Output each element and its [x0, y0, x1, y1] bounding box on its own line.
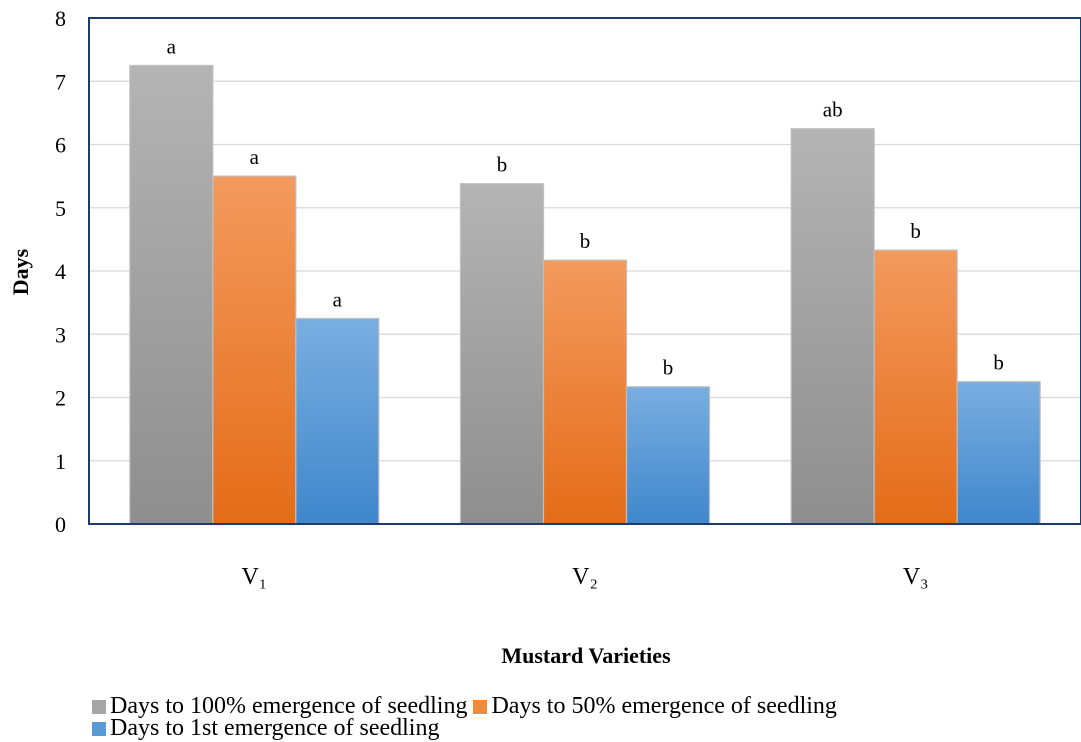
legend-row-2: Days to 1st emergence of seedling — [92, 715, 445, 742]
y-axis-ticks: 0 1 2 3 4 5 6 7 8 — [55, 6, 66, 537]
bar-100pct-0 — [129, 64, 214, 525]
bar-100pct-1 — [459, 183, 545, 525]
y-tick-label: 1 — [55, 449, 66, 474]
x-axis-ticks: V₁ V₂ V₃ — [241, 564, 928, 590]
y-axis-label: Days — [8, 248, 33, 295]
bar-50pct-0 — [212, 175, 297, 525]
data-label: b — [910, 219, 921, 243]
legend-row-1: Days to 100% emergence of seedling Days … — [92, 693, 843, 720]
data-label: b — [497, 153, 508, 177]
bar-100pct-2 — [790, 128, 875, 525]
bar-1st-1 — [625, 386, 711, 525]
legend-swatch-blue — [92, 721, 106, 736]
y-tick-label: 8 — [55, 6, 66, 31]
data-label: a — [250, 145, 260, 169]
legend-swatch-orange — [473, 699, 488, 714]
plot-area-border — [88, 17, 1081, 525]
data-label: b — [993, 351, 1004, 375]
bar-1st-0 — [295, 317, 380, 525]
y-tick-label: 6 — [55, 133, 66, 158]
data-label: a — [167, 34, 177, 58]
data-label: a — [333, 287, 343, 311]
bars — [129, 64, 1041, 525]
x-tick-label: V₂ — [572, 564, 598, 590]
bar-50pct-1 — [542, 259, 628, 525]
y-tick-label: 3 — [55, 322, 66, 347]
legend-label-1st: Days to 1st emergence of seedling — [110, 715, 440, 741]
y-tick-label: 2 — [55, 386, 66, 411]
legend-item-1st: Days to 1st emergence of seedling — [92, 715, 439, 742]
y-tick-label: 4 — [55, 259, 66, 284]
x-tick-label: V₃ — [903, 564, 929, 590]
y-tick-label: 5 — [55, 196, 66, 221]
legend-item-50pct: Days to 50% emergence of seedling — [473, 693, 837, 720]
legend-label-100pct: Days to 100% emergence of seedling — [110, 693, 468, 719]
x-tick-label: V₁ — [241, 564, 267, 590]
data-label: ab — [823, 98, 843, 122]
y-tick-label: 0 — [55, 512, 66, 537]
legend-label-50pct: Days to 50% emergence of seedling — [491, 693, 837, 719]
x-axis-label: Mustard Varieties — [501, 643, 671, 668]
legend-swatch-gray — [92, 699, 106, 714]
data-label: b — [663, 356, 674, 380]
y-tick-label: 7 — [55, 69, 66, 94]
legend-item-100pct: Days to 100% emergence of seedling — [92, 693, 467, 720]
bar-1st-2 — [956, 381, 1041, 525]
data-label: b — [580, 229, 591, 253]
bar-50pct-2 — [873, 249, 958, 525]
